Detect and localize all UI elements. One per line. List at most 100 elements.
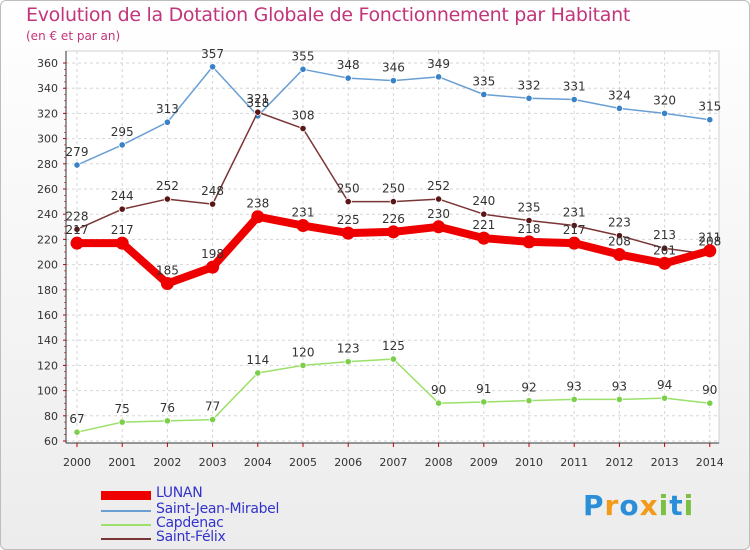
data-point xyxy=(163,118,171,126)
data-point xyxy=(344,74,352,82)
x-tick-label: 2007 xyxy=(379,456,407,469)
data-point xyxy=(615,232,624,240)
data-label: 91 xyxy=(476,382,491,396)
data-point xyxy=(434,73,443,81)
data-point xyxy=(615,395,624,404)
data-label: 120 xyxy=(292,345,315,359)
data-label: 335 xyxy=(472,75,495,89)
data-point xyxy=(615,104,624,112)
data-label: 228 xyxy=(66,209,89,223)
logo-letter: x xyxy=(639,489,659,522)
x-tick-label: 2010 xyxy=(515,456,543,469)
series-capdenac: 67 75 76 77 114 120 123 125 90 91 92 93 93 94 90 xyxy=(69,339,717,436)
x-tick-label: 2009 xyxy=(470,456,498,469)
x-tick-label: 2004 xyxy=(244,456,272,469)
data-point xyxy=(389,355,397,363)
data-point xyxy=(525,216,533,225)
legend-label-saint-felix: Saint-Félix xyxy=(156,529,226,545)
data-label: 248 xyxy=(201,184,224,198)
data-point xyxy=(341,226,355,240)
data-label: 313 xyxy=(156,102,179,116)
x-tick-label: 2001 xyxy=(108,456,136,469)
data-label: 93 xyxy=(567,379,582,393)
data-label: 308 xyxy=(292,109,315,123)
data-point xyxy=(386,225,400,239)
logo-letter: i xyxy=(658,489,670,522)
data-point xyxy=(567,236,581,250)
proxiti-logo: Proxiti xyxy=(583,489,694,522)
data-label: 357 xyxy=(201,47,224,61)
y-tick-label: 80 xyxy=(44,410,58,423)
data-label: 114 xyxy=(246,353,269,367)
data-label: 331 xyxy=(563,80,586,94)
data-point xyxy=(660,244,669,252)
data-point xyxy=(254,108,262,116)
data-point xyxy=(480,398,488,406)
data-label: 231 xyxy=(292,206,315,220)
data-label: 90 xyxy=(702,383,717,397)
data-point xyxy=(434,195,443,203)
data-point xyxy=(703,244,717,258)
x-tick-label: 2012 xyxy=(605,456,633,469)
data-label: 320 xyxy=(653,93,676,107)
data-label: 348 xyxy=(337,58,360,72)
data-label: 355 xyxy=(292,49,315,63)
y-tick-label: 320 xyxy=(37,107,58,120)
y-tick-label: 360 xyxy=(37,57,58,70)
data-point xyxy=(480,90,488,99)
data-point xyxy=(525,94,533,102)
legend-label-saint-jean-mirabel: Saint-Jean-Mirabel xyxy=(156,501,280,517)
data-label: 75 xyxy=(115,402,130,416)
y-tick-label: 160 xyxy=(37,309,58,322)
data-point xyxy=(163,417,171,425)
logo-letter: r xyxy=(604,489,620,522)
data-label: 223 xyxy=(608,216,631,230)
data-label: 76 xyxy=(160,401,175,415)
legend-swatch-saint-felix xyxy=(101,538,151,540)
x-tick-label: 2000 xyxy=(63,456,91,469)
data-label: 225 xyxy=(337,213,360,227)
chart-subtitle: (en € et par an) xyxy=(26,29,121,43)
data-point xyxy=(73,161,81,169)
data-label: 217 xyxy=(66,223,89,237)
logo-letter: P xyxy=(583,489,605,522)
data-point xyxy=(73,225,81,233)
data-point xyxy=(570,221,578,230)
data-point xyxy=(389,198,397,206)
data-point xyxy=(434,399,443,407)
data-label: 211 xyxy=(698,231,721,245)
data-label: 217 xyxy=(563,223,586,237)
y-tick-label: 100 xyxy=(37,385,58,398)
data-point xyxy=(570,395,578,404)
data-label: 332 xyxy=(518,78,541,92)
data-point xyxy=(160,277,174,290)
data-label: 226 xyxy=(382,212,405,226)
data-label: 208 xyxy=(698,235,721,249)
data-point xyxy=(660,109,669,118)
y-tick-label: 240 xyxy=(37,208,58,221)
data-label: 123 xyxy=(337,342,360,356)
data-label: 231 xyxy=(563,206,586,220)
data-point xyxy=(251,210,265,224)
data-label: 240 xyxy=(472,194,495,208)
data-label: 198 xyxy=(201,247,224,261)
plot-area xyxy=(65,50,720,444)
data-label: 94 xyxy=(657,378,672,392)
logo-letter: i xyxy=(683,489,695,522)
data-label: 217 xyxy=(111,223,134,237)
data-point xyxy=(209,200,217,208)
series-saint-felix: 228 244 252 248 321 308 250 250 252 240 235 231 223 2… xyxy=(66,92,721,259)
data-point xyxy=(209,63,217,71)
data-point xyxy=(118,205,126,213)
data-label: 235 xyxy=(518,201,541,215)
logo-letter: o xyxy=(619,489,640,522)
data-point xyxy=(522,235,536,249)
data-point xyxy=(525,397,533,405)
data-label: 221 xyxy=(472,218,495,232)
data-point xyxy=(254,369,262,377)
y-tick-label: 280 xyxy=(37,158,58,171)
data-point xyxy=(299,124,307,133)
y-tick-label: 300 xyxy=(37,133,58,146)
data-point xyxy=(706,116,714,124)
data-label: 349 xyxy=(427,57,450,71)
